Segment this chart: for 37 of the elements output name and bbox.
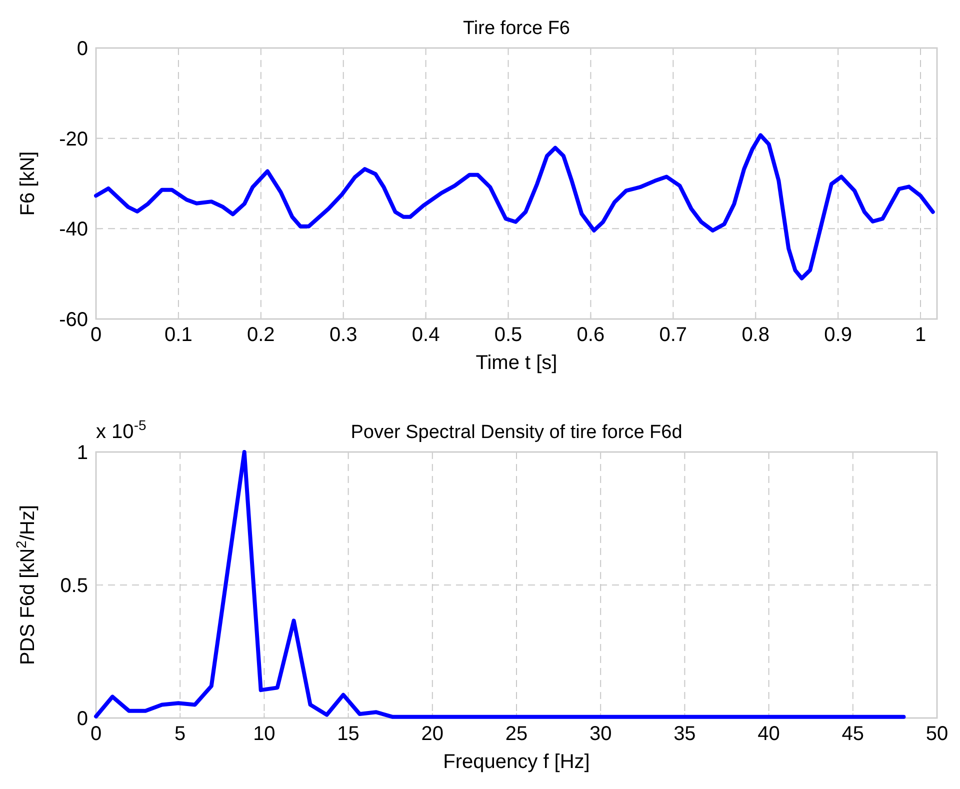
y-tick-label: -20 <box>59 128 88 150</box>
x-tick-label: 0.4 <box>412 324 440 346</box>
x-tick-label: 25 <box>505 723 528 745</box>
chart-title: Tire force F6 <box>463 18 570 39</box>
x-tick-label: 0.5 <box>494 324 522 346</box>
y-tick-label: 0 <box>76 38 88 60</box>
x-tick-label: 10 <box>253 723 276 745</box>
x-tick-label: 0.6 <box>576 324 605 346</box>
x-tick-label: 0.9 <box>824 324 852 346</box>
text: x 10$^{-5}$ <box>96 417 146 443</box>
line-series <box>94 133 935 280</box>
x-tick-label: 15 <box>337 723 360 745</box>
x-tick-label: 0.3 <box>329 324 358 346</box>
x-tick-label: 0.7 <box>659 324 688 346</box>
x-tick-label: 30 <box>589 723 612 745</box>
y-tick-label: 0.5 <box>60 575 88 597</box>
x-tick-label: 0 <box>90 723 102 745</box>
x-axis-title: Time t [s] <box>476 352 558 374</box>
x-tick-label: 1 <box>914 324 926 346</box>
x-tick-label: 40 <box>758 723 780 745</box>
line-series <box>94 450 906 719</box>
y-tick-label: -40 <box>59 218 88 241</box>
x-tick-label: 5 <box>174 723 186 745</box>
x-tick-label: 20 <box>421 723 444 745</box>
y-tick-label: 1 <box>76 442 88 464</box>
x-tick-label: 0.1 <box>164 324 192 346</box>
x-tick-label: 0 <box>90 324 102 346</box>
x-axis-title: Frequency f [Hz] <box>443 751 590 773</box>
x-tick-label: 35 <box>674 723 696 745</box>
y-tick-label: 0 <box>76 708 88 730</box>
x-tick-label: 0.8 <box>742 324 770 346</box>
y-tick-label: -60 <box>59 309 88 331</box>
chart-title: Pover Spectral Density of tire force F6d <box>350 422 682 443</box>
y-axis-title: F6 [kN] <box>17 151 39 216</box>
x-tick-label: 50 <box>926 723 948 745</box>
x-tick-label: 0.2 <box>246 324 275 346</box>
x-tick-label: 45 <box>842 723 864 745</box>
